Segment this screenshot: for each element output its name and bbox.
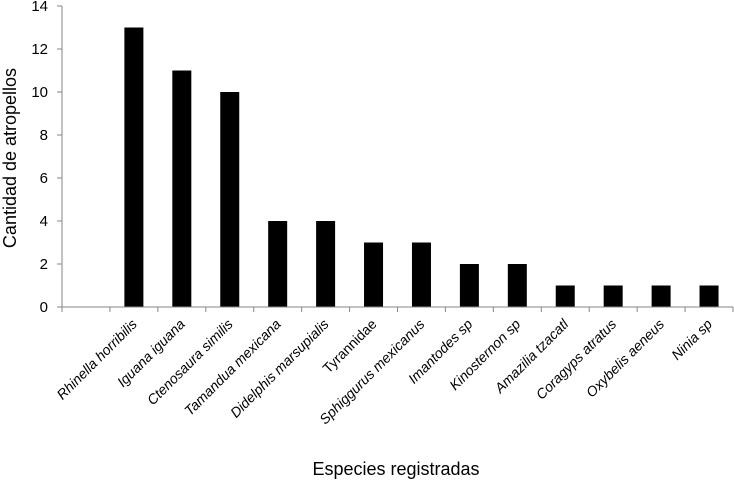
- bar: [507, 264, 527, 307]
- x-axis-title: Especies registradas: [312, 459, 479, 479]
- bar: [411, 242, 431, 307]
- x-category-label: Coragyps atratus: [533, 316, 620, 403]
- y-axis-ticks: [57, 5, 62, 308]
- bar: [268, 221, 288, 307]
- bar: [603, 285, 623, 307]
- y-tick-label: 14: [31, 0, 48, 15]
- bar: [555, 285, 575, 307]
- bar: [699, 285, 719, 307]
- y-tick-label: 0: [40, 299, 48, 316]
- y-tick-label: 10: [31, 84, 48, 101]
- y-tick-label: 6: [40, 170, 48, 187]
- y-axis-tick-labels: 0 2 4 6 8 10 12 14: [31, 0, 48, 316]
- y-tick-label: 2: [40, 256, 48, 273]
- bar: [459, 264, 479, 307]
- bar: [220, 92, 240, 307]
- x-category-label: Rhinella horribilis: [53, 316, 140, 403]
- x-axis-ticks: [61, 307, 734, 312]
- x-category-label: Ninia sp: [668, 316, 715, 363]
- bar: [124, 27, 144, 307]
- y-tick-label: 4: [40, 213, 48, 230]
- bar: [364, 242, 384, 307]
- y-tick-label: 12: [31, 41, 48, 58]
- y-tick-label: 8: [40, 127, 48, 144]
- y-axis-title: Cantidad de atropellos: [0, 68, 20, 248]
- bar: [651, 285, 671, 307]
- bar: [316, 221, 336, 307]
- x-category-label: Ctenosaura similis: [144, 316, 236, 408]
- bars: [124, 27, 719, 307]
- bar: [172, 70, 192, 307]
